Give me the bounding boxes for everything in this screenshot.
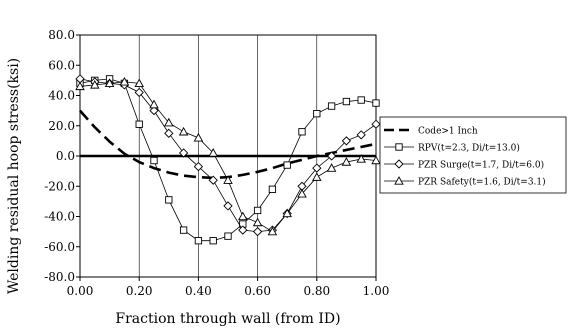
y-tick-label: 40.0 [48, 89, 75, 103]
data-point [238, 211, 248, 221]
legend-item: PZR Surge(t=1.7, Di/t=6.0) [384, 159, 544, 171]
data-point [179, 226, 188, 234]
legend-marker [394, 159, 404, 169]
data-point [297, 188, 307, 198]
data-point [298, 128, 306, 136]
data-point [90, 79, 100, 89]
data-point [193, 132, 204, 142]
data-point [149, 105, 159, 116]
data-point [313, 109, 321, 118]
data-point [223, 175, 233, 184]
data-point [252, 217, 263, 227]
y-tick-label: 60.0 [48, 58, 75, 72]
data-point [312, 163, 322, 173]
data-point [75, 81, 85, 91]
data-point [134, 87, 144, 98]
legend-box [379, 116, 567, 194]
legend-item: PZR Safety(t=1.6, Di/t=3.1) [384, 176, 546, 188]
data-point [282, 208, 292, 218]
data-point [119, 76, 130, 86]
y-tick-label: -80.0 [44, 270, 75, 284]
data-point [371, 119, 381, 129]
data-point [341, 136, 352, 146]
data-point [178, 148, 189, 158]
legend-label: PZR Safety(t=1.6, Di/t=3.1) [418, 177, 546, 188]
y-axis-title: Welding residual hoop stress(ksi) [6, 58, 22, 294]
legend: Code>1 Inch RPV(t=2.3, Di/t=13.0) PZR Surg… [379, 116, 567, 194]
x-tick-label: 0.60 [244, 284, 271, 298]
y-tick-label: 80.0 [48, 28, 75, 42]
data-point [327, 102, 336, 110]
data-point [283, 161, 291, 169]
x-tick-label: 0.40 [185, 284, 212, 298]
data-point [194, 237, 203, 245]
legend-label: Code>1 Inch [418, 127, 478, 137]
legend-marker [395, 143, 403, 151]
data-point [135, 120, 143, 128]
data-point [326, 151, 337, 161]
y-tick-label: -20.0 [44, 179, 75, 193]
x-tick-label: 0.00 [67, 284, 94, 298]
data-point [224, 232, 232, 240]
legend-marker [394, 176, 404, 185]
data-point [356, 154, 366, 163]
data-point [341, 157, 352, 166]
tick-labels: -80.0 -60.0 -40.0 -20.0 0.0 20.0 40.0 60.0 80.0 0… [44, 28, 389, 298]
data-point [209, 237, 217, 245]
data-point [252, 226, 263, 237]
data-point [372, 99, 380, 107]
data-point [208, 148, 218, 157]
data-point [149, 99, 159, 109]
x-tick-label: 0.20 [126, 284, 153, 298]
data-point [223, 201, 233, 211]
data-point [342, 97, 351, 106]
series-1 [76, 75, 380, 245]
data-point [268, 185, 277, 193]
y-tick-label: -40.0 [44, 210, 75, 224]
legend-label: RPV(t=2.3, Di/t=13.0) [418, 143, 520, 154]
data-point [165, 196, 173, 204]
data-point [164, 117, 174, 127]
series-layer [75, 74, 381, 245]
data-point [164, 128, 174, 138]
data-point [357, 96, 365, 104]
legend-item: Code>1 Inch [384, 127, 478, 137]
data-point [356, 130, 366, 140]
data-point [150, 156, 158, 165]
data-point [104, 78, 115, 88]
legend-label: PZR Surge(t=1.7, Di/t=6.0) [418, 160, 544, 171]
x-tick-label: 1.00 [363, 284, 390, 298]
x-tick-label: 0.80 [303, 284, 330, 298]
x-axis-title: Fraction through wall (from ID) [115, 311, 340, 327]
data-point [193, 161, 204, 172]
data-point [267, 226, 278, 236]
data-point [253, 206, 262, 215]
y-tick-label: 0.0 [56, 149, 75, 163]
data-point [134, 78, 144, 88]
data-point [371, 155, 381, 165]
data-point [238, 225, 248, 235]
y-tick-label: 20.0 [48, 119, 75, 133]
data-point [208, 175, 218, 185]
legend-item: RPV(t=2.3, Di/t=13.0) [384, 143, 520, 154]
data-point [326, 163, 337, 172]
data-point [178, 126, 189, 136]
y-tick-label: -60.0 [44, 240, 75, 254]
data-point [312, 172, 322, 181]
series-3 [75, 76, 381, 236]
